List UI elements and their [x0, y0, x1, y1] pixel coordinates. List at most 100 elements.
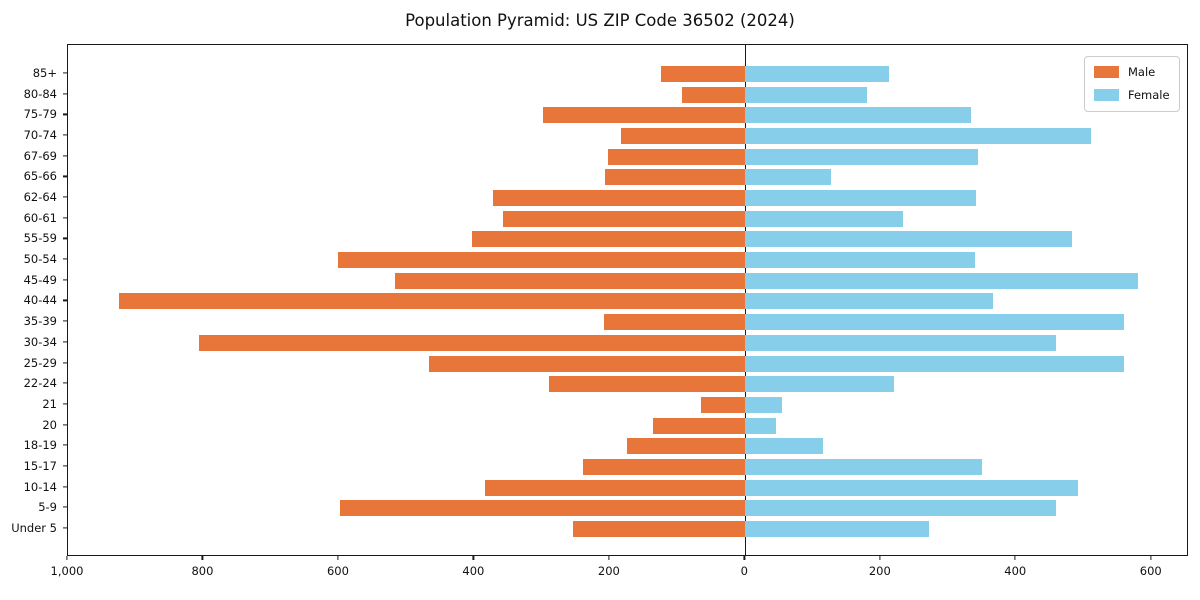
- male-bar-85+: [660, 66, 746, 82]
- y-tick-mark: [63, 403, 67, 405]
- chart-title: Population Pyramid: US ZIP Code 36502 (2…: [405, 11, 795, 30]
- y-tick-mark: [63, 506, 67, 508]
- y-tick-mark: [63, 444, 67, 446]
- plot-area: Male Female: [67, 44, 1188, 556]
- y-tick-mark: [63, 72, 67, 74]
- y-tick-mark: [63, 465, 67, 467]
- x-tick-label-200: 200: [868, 564, 891, 578]
- y-tick-mark: [63, 299, 67, 302]
- legend-item-male: Male: [1094, 65, 1170, 79]
- y-tick-label-85+: 85+: [32, 66, 57, 80]
- y-tick-mark: [63, 320, 67, 322]
- y-tick-mark: [63, 237, 67, 240]
- male-bar-75-79: [543, 107, 746, 124]
- female-bar-30-34: [745, 334, 1056, 351]
- y-tick-label-75-79: 75-79: [23, 107, 57, 122]
- y-tick-mark: [63, 341, 67, 343]
- y-tick-mark: [63, 175, 67, 177]
- male-bar-30-34: [199, 334, 746, 351]
- male-bar-20: [652, 417, 746, 434]
- male-bar-Under 5: [573, 520, 746, 537]
- male-bar-5-9: [339, 500, 746, 517]
- x-tick-mark: [337, 556, 339, 560]
- y-tick-mark: [63, 196, 67, 198]
- male-bar-70-74: [621, 128, 746, 145]
- female-bar-40-44: [745, 293, 993, 310]
- x-tick-label-800: 800: [191, 564, 214, 578]
- female-bar-50-54: [745, 252, 975, 269]
- y-tick-label-21: 21: [42, 396, 57, 411]
- x-tick-mark: [472, 556, 474, 560]
- male-bar-62-64: [493, 190, 746, 207]
- y-tick-mark: [63, 279, 67, 281]
- male-bar-80-84: [682, 86, 746, 103]
- male-bar-60-61: [502, 210, 746, 227]
- y-tick-label-25-29: 25-29: [23, 355, 57, 370]
- y-tick-mark: [63, 486, 67, 488]
- y-tick-label-45-49: 45-49: [23, 272, 57, 287]
- y-tick-label-30-34: 30-34: [23, 334, 57, 349]
- female-bar-35-39: [745, 314, 1124, 331]
- male-bar-50-54: [337, 252, 746, 269]
- y-tick-label-22-24: 22-24: [23, 376, 57, 391]
- female-bar-85+: [745, 66, 889, 82]
- x-tick-mark: [1014, 556, 1016, 560]
- y-tick-mark: [63, 258, 67, 260]
- x-tick-mark: [201, 556, 204, 560]
- female-bar-65-66: [745, 169, 831, 186]
- x-tick-label-400: 400: [1004, 564, 1027, 578]
- female-bar-15-17: [745, 458, 983, 475]
- y-tick-label-70-74: 70-74: [23, 128, 57, 143]
- male-bar-15-17: [582, 458, 746, 475]
- y-tick-label-5-9: 5-9: [38, 500, 57, 515]
- y-tick-mark: [63, 217, 67, 219]
- female-swatch-icon: [1094, 89, 1119, 101]
- male-legend-label: Male: [1128, 65, 1156, 79]
- x-tick-label-1,000: 1,000: [50, 564, 84, 578]
- y-tick-mark: [63, 113, 67, 115]
- y-tick-label-Under 5: Under 5: [11, 520, 57, 535]
- x-tick-mark: [66, 556, 68, 560]
- y-tick-label-40-44: 40-44: [23, 293, 57, 308]
- y-tick-label-55-59: 55-59: [23, 231, 57, 246]
- y-tick-mark: [63, 93, 67, 95]
- male-bar-65-66: [605, 169, 746, 186]
- female-bar-10-14: [745, 479, 1078, 496]
- x-tick-label-400: 400: [462, 564, 485, 578]
- x-tick-label-0: 0: [740, 564, 748, 578]
- x-tick-label-200: 200: [597, 564, 620, 578]
- female-bar-Under 5: [745, 520, 929, 537]
- male-bar-10-14: [485, 479, 746, 496]
- female-bar-70-74: [745, 128, 1091, 145]
- legend: Male Female: [1084, 56, 1180, 112]
- female-bar-62-64: [745, 190, 977, 207]
- male-bar-18-19: [626, 438, 746, 455]
- y-tick-mark: [63, 423, 67, 426]
- y-tick-mark: [63, 382, 67, 384]
- y-tick-label-10-14: 10-14: [23, 479, 57, 494]
- y-tick-label-65-66: 65-66: [23, 169, 57, 184]
- male-bar-45-49: [395, 272, 746, 289]
- female-bar-20: [745, 417, 776, 434]
- y-tick-label-62-64: 62-64: [23, 190, 57, 205]
- male-bar-35-39: [604, 314, 746, 331]
- x-tick-mark: [608, 556, 610, 560]
- y-tick-label-80-84: 80-84: [23, 86, 57, 101]
- y-tick-label-20: 20: [42, 417, 57, 432]
- female-legend-label: Female: [1128, 88, 1170, 102]
- y-tick-label-50-54: 50-54: [23, 252, 57, 267]
- female-bar-80-84: [745, 86, 868, 103]
- x-tick-mark: [1150, 556, 1152, 560]
- y-tick-mark: [63, 527, 67, 529]
- female-bar-18-19: [745, 438, 824, 455]
- male-swatch-icon: [1094, 66, 1119, 78]
- male-bar-22-24: [548, 376, 746, 393]
- x-tick-mark: [879, 556, 881, 560]
- female-bar-5-9: [745, 500, 1056, 517]
- female-bar-21: [745, 396, 782, 413]
- male-bar-40-44: [119, 293, 746, 310]
- female-bar-75-79: [745, 107, 971, 124]
- y-tick-mark: [63, 134, 67, 136]
- y-tick-label-67-69: 67-69: [23, 148, 57, 163]
